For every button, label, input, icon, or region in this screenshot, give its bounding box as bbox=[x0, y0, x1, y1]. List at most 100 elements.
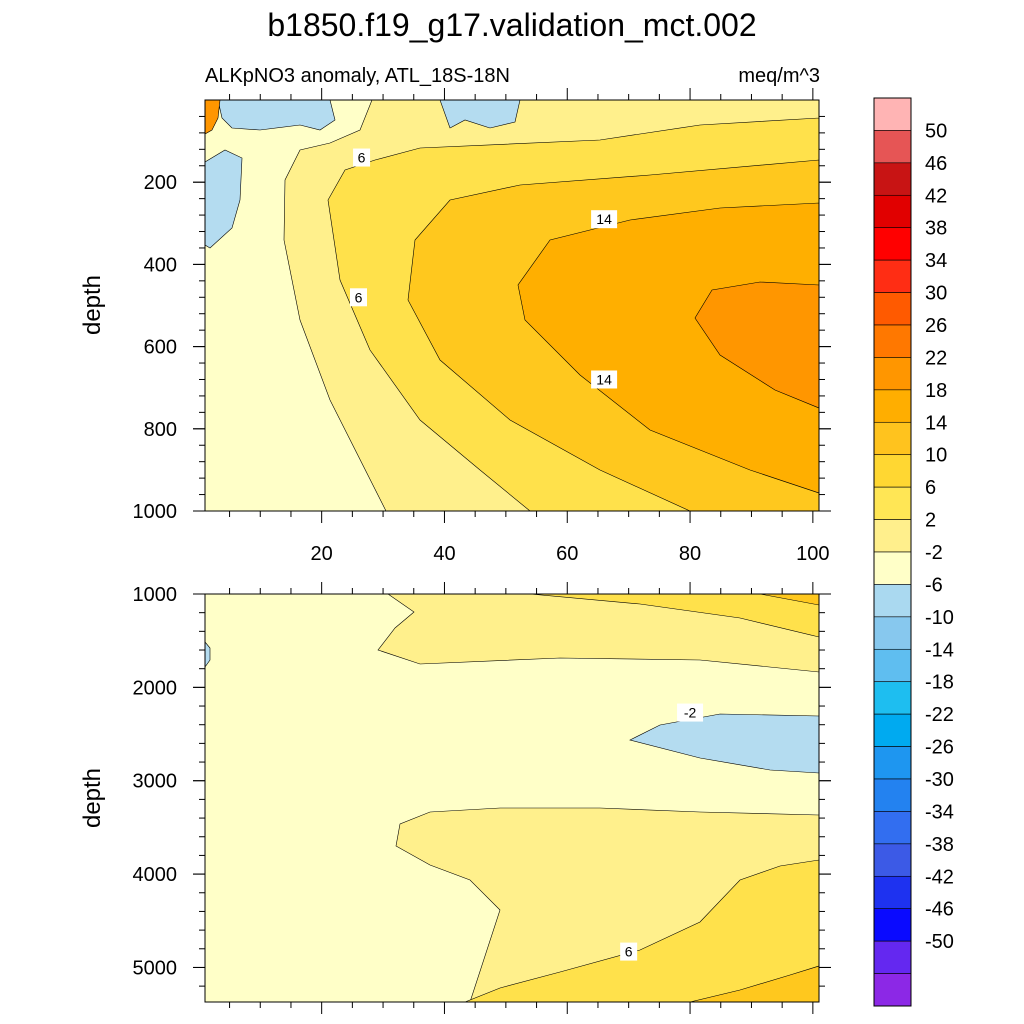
colorbar-label: 14 bbox=[925, 412, 947, 434]
colorbar-swatch bbox=[873, 908, 912, 942]
colorbar-label: -22 bbox=[925, 704, 954, 726]
y-tick-label: 1000 bbox=[133, 501, 178, 523]
colorbar-label: 30 bbox=[925, 283, 947, 305]
colorbar-swatch bbox=[873, 486, 912, 520]
figure-title: b1850.f19_g17.validation_mct.002 bbox=[267, 7, 756, 43]
colorbar-swatch bbox=[873, 357, 912, 391]
y-tick-label: 3000 bbox=[133, 771, 178, 793]
y-tick-label: 5000 bbox=[133, 957, 178, 979]
colorbar-label: 42 bbox=[925, 185, 947, 207]
y-tick-label: 400 bbox=[144, 254, 177, 276]
lower-contour-labels: -2 6 bbox=[620, 703, 704, 961]
colorbar-label: 6 bbox=[925, 477, 936, 499]
svg-text:6: 6 bbox=[625, 944, 633, 960]
colorbar-swatch bbox=[873, 875, 912, 910]
colorbar: 50 46 42 38 34 30 26 22 18 14 10 6 2 -2 -6 -10 -14 -18 -22… bbox=[873, 97, 954, 1007]
contour-label: 14 bbox=[591, 210, 618, 229]
colorbar-swatch bbox=[873, 519, 912, 553]
lower-y-ticks: 1000 2000 3000 4000 5000 bbox=[133, 584, 831, 987]
lower-fill-10-14-top bbox=[759, 594, 819, 606]
x-tick-label: 20 bbox=[311, 543, 333, 565]
upper-fill-14-18 bbox=[517, 202, 819, 494]
colorbar-label: -10 bbox=[925, 607, 954, 629]
colorbar-swatch bbox=[873, 973, 912, 1007]
y-tick-label: 200 bbox=[144, 172, 177, 194]
colorbar-label: -38 bbox=[925, 834, 954, 856]
upper-contour-labels: 6 6 14 14 bbox=[350, 148, 618, 389]
colorbar-label: 10 bbox=[925, 445, 947, 467]
colorbar-swatch bbox=[873, 843, 912, 877]
colorbar-label: 46 bbox=[925, 153, 947, 175]
upper-plot-frame bbox=[204, 99, 820, 512]
colorbar-label: 34 bbox=[925, 250, 947, 272]
svg-text:6: 6 bbox=[355, 289, 363, 305]
units-label: meq/m^3 bbox=[738, 65, 820, 87]
colorbar-label: 26 bbox=[925, 315, 947, 337]
x-tick-label: 100 bbox=[796, 543, 829, 565]
colorbar-swatch bbox=[873, 194, 912, 229]
lower-fill-neg-left bbox=[205, 641, 211, 668]
colorbar-label: -50 bbox=[925, 931, 954, 953]
colorbar-swatch bbox=[873, 681, 912, 715]
colorbar-label: -18 bbox=[925, 672, 954, 694]
colorbar-label: -42 bbox=[925, 866, 954, 888]
y-tick-label: 800 bbox=[144, 419, 177, 441]
colorbar-label: -46 bbox=[925, 899, 954, 921]
colorbar-swatch bbox=[873, 551, 912, 585]
colorbar-swatch bbox=[873, 713, 912, 747]
lower-x-ticks bbox=[229, 582, 814, 1014]
upper-fill-corner-18 bbox=[205, 100, 221, 135]
lower-panel: 1000 2000 3000 4000 5000 -2 6 depth bbox=[79, 582, 831, 1014]
colorbar-swatch bbox=[873, 97, 912, 131]
colorbar-swatch bbox=[873, 259, 912, 293]
lower-fill-10-14-bottom bbox=[689, 965, 819, 1002]
upper-fill-18-22 bbox=[694, 281, 819, 409]
colorbar-swatch bbox=[873, 389, 912, 423]
colorbar-swatch bbox=[873, 421, 912, 456]
colorbar-label: -2 bbox=[925, 542, 943, 564]
lower-fill-neg-mid bbox=[629, 713, 819, 774]
upper-fill-neg-surface-2 bbox=[439, 100, 521, 129]
colorbar-swatch bbox=[873, 324, 912, 358]
contour-label: 6 bbox=[620, 942, 638, 961]
x-tick-label: 40 bbox=[433, 543, 455, 565]
svg-text:14: 14 bbox=[596, 371, 612, 387]
upper-panel: 20 40 60 80 100 200 400 600 800 1000 6 6 14 14 dept… bbox=[79, 88, 831, 565]
colorbar-label: -34 bbox=[925, 801, 954, 823]
colorbar-swatch bbox=[873, 162, 912, 196]
y-tick-label: 4000 bbox=[133, 864, 178, 886]
colorbar-swatch bbox=[873, 940, 912, 974]
lower-fill-6-10-top bbox=[529, 594, 819, 638]
colorbar-swatch bbox=[873, 227, 912, 261]
contour-label: -2 bbox=[677, 703, 704, 722]
upper-x-ticks: 20 40 60 80 100 bbox=[229, 88, 830, 565]
colorbar-label: 50 bbox=[925, 120, 947, 142]
lower-plot-frame bbox=[204, 593, 820, 1003]
contour-label: 6 bbox=[353, 148, 371, 167]
colorbar-swatch bbox=[873, 454, 912, 488]
colorbar-swatch bbox=[873, 130, 912, 164]
contour-label: 14 bbox=[591, 370, 618, 389]
colorbar-swatch bbox=[873, 584, 912, 618]
colorbar-swatch bbox=[873, 778, 912, 812]
colorbar-swatch bbox=[873, 648, 912, 683]
colorbar-label: -14 bbox=[925, 639, 954, 661]
upper-fill-neg-surface bbox=[217, 100, 336, 131]
colorbar-label: -30 bbox=[925, 769, 954, 791]
colorbar-swatch bbox=[873, 746, 912, 780]
colorbar-label: 18 bbox=[925, 380, 947, 402]
lower-y-axis-label: depth bbox=[79, 768, 106, 828]
upper-fill-near-zero bbox=[205, 100, 387, 511]
x-tick-label: 80 bbox=[679, 543, 701, 565]
lower-fill-6-10-bottom bbox=[464, 859, 819, 1002]
y-tick-label: 1000 bbox=[133, 584, 178, 606]
colorbar-label: 2 bbox=[925, 510, 936, 532]
colorbar-label: 22 bbox=[925, 347, 947, 369]
upper-y-axis-label: depth bbox=[79, 275, 106, 335]
colorbar-frame bbox=[873, 97, 912, 1007]
svg-text:14: 14 bbox=[596, 211, 612, 227]
colorbar-label: -6 bbox=[925, 574, 943, 596]
colorbar-label: 38 bbox=[925, 218, 947, 240]
x-tick-label: 60 bbox=[556, 543, 578, 565]
